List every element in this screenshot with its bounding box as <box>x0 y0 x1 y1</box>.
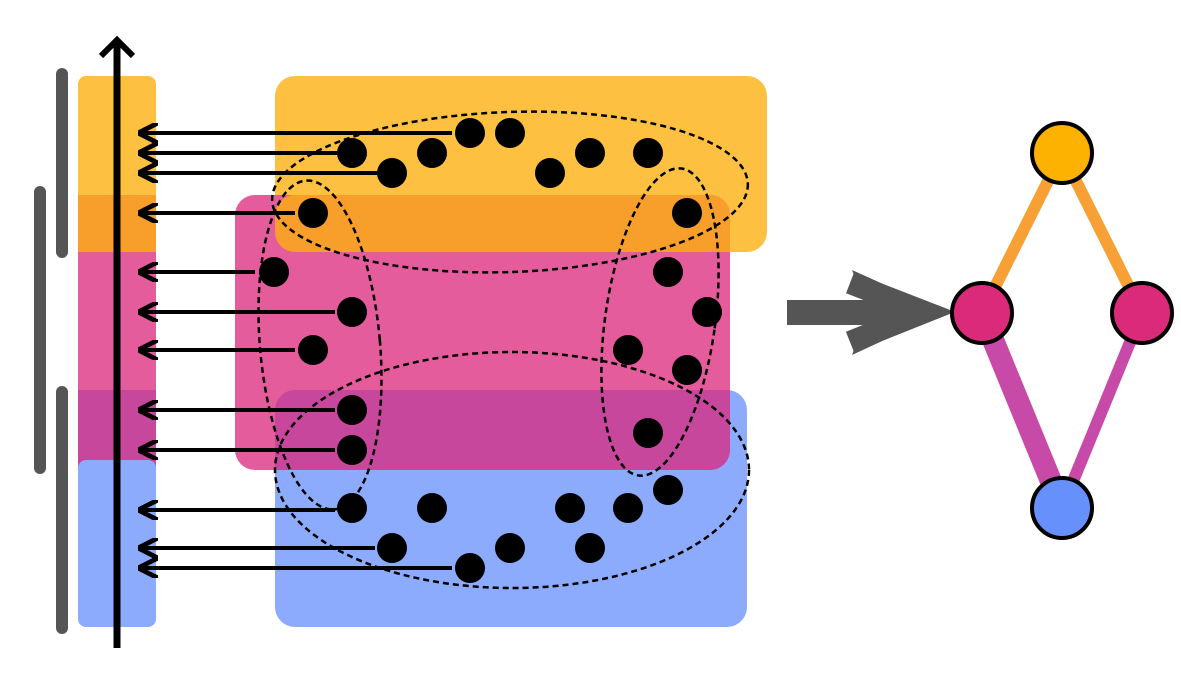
axis-arrow <box>98 35 136 648</box>
projection-arrows <box>140 133 452 568</box>
clusters <box>257 110 751 590</box>
points <box>259 118 722 583</box>
transform-arrow <box>787 270 956 355</box>
range-bars <box>34 68 68 634</box>
graph-nodes <box>950 121 1174 540</box>
